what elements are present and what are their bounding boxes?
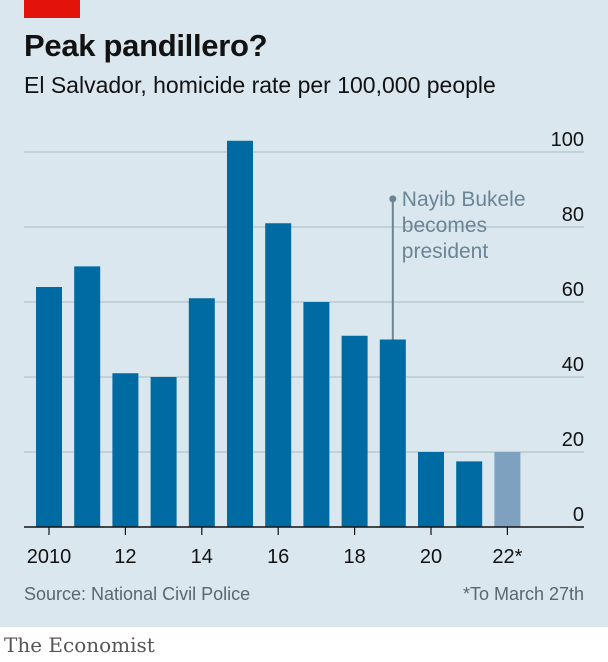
- bar-2022: [494, 452, 521, 527]
- annotation: Nayib Bukele becomes president: [389, 188, 526, 340]
- y-tick-label: 0: [573, 504, 584, 526]
- bar-2014: [188, 298, 215, 527]
- annotation-text: Nayib Bukele: [402, 188, 526, 211]
- source-note: Source: National Civil Police: [24, 584, 251, 604]
- annotation-dot: [389, 195, 397, 203]
- brand-red-tag: [24, 0, 80, 18]
- bar-chart: 0 20 40 60 80 100 2010 12 14 16 18 20 22* Nayib Buk…: [24, 129, 584, 568]
- bar-2020: [418, 452, 444, 527]
- chart-subtitle: El Salvador, homicide rate per 100,000 p…: [24, 72, 496, 98]
- y-tick-label: 80: [562, 204, 584, 226]
- y-tick-label: 60: [562, 279, 584, 301]
- y-tick-label: 40: [562, 354, 584, 376]
- bars: [36, 140, 521, 527]
- x-tick-label: 12: [114, 546, 136, 568]
- x-tick-label: 20: [420, 546, 442, 568]
- bar-2018: [341, 335, 368, 527]
- x-tick-label: 22*: [492, 546, 522, 568]
- bar-2012: [112, 373, 139, 527]
- x-tick-label: 2010: [27, 546, 72, 568]
- bar-2010: [36, 287, 62, 527]
- bar-2021: [456, 461, 483, 527]
- x-tick-label: 16: [267, 546, 289, 568]
- bar-2016: [265, 223, 292, 527]
- x-tick-label: 14: [191, 546, 213, 568]
- y-tick-label: 20: [562, 429, 584, 451]
- annotation-text: president: [402, 240, 489, 263]
- footnote: *To March 27th: [462, 584, 584, 604]
- bar-2019: [379, 339, 406, 527]
- brand-logo: The Economist: [4, 633, 155, 657]
- x-axis: 2010 12 14 16 18 20 22*: [24, 526, 584, 568]
- bar-2015: [227, 140, 253, 527]
- y-axis-labels: 0 20 40 60 80 100: [551, 129, 584, 526]
- x-tick-label: 18: [343, 546, 365, 568]
- bar-2011: [74, 266, 101, 527]
- chart-title: Peak pandillero?: [24, 28, 268, 63]
- y-tick-label: 100: [551, 129, 584, 151]
- bar-2017: [303, 302, 330, 527]
- annotation-text: becomes: [402, 214, 487, 237]
- bar-2013: [150, 377, 177, 527]
